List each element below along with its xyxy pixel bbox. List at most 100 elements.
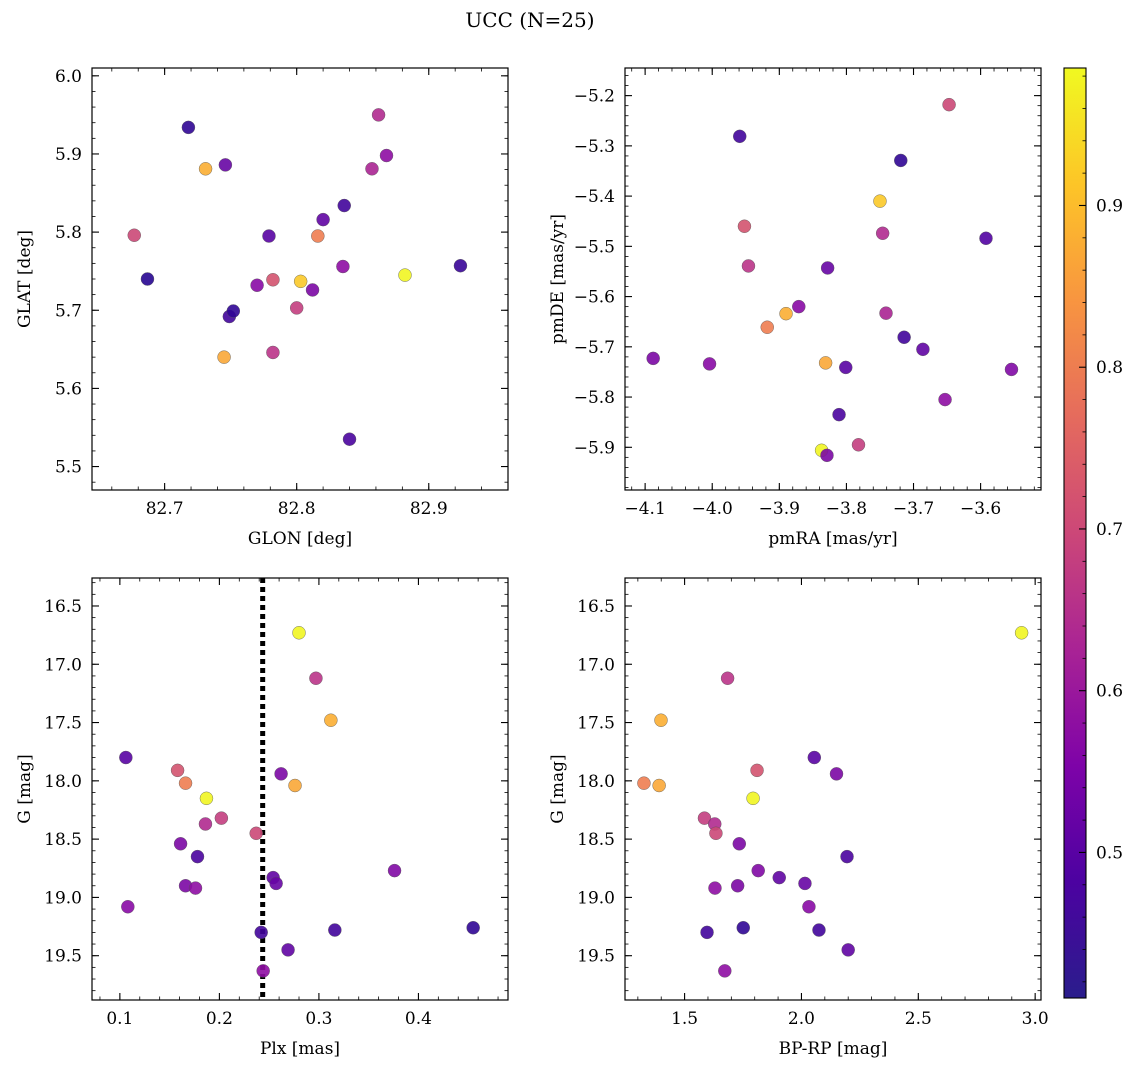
x-tick-label: 0.1 — [106, 1009, 133, 1029]
data-point — [807, 750, 822, 765]
y-tick-label: 19.0 — [577, 888, 615, 908]
panel-bprp-g: 1.5 2.0 2.5 3.0 16.5 17.0 17.5 18.0 18.5 19.0 19.5… — [548, 577, 1049, 1059]
data-point — [746, 791, 760, 806]
data-point — [266, 273, 280, 287]
x-tick-label: −3.7 — [893, 499, 934, 519]
plot-frame — [624, 67, 1042, 491]
colorbar-tick-label: 0.5 — [1096, 843, 1123, 863]
data-point — [250, 278, 264, 292]
y-tick-label: 19.5 — [577, 947, 615, 967]
x-tick-label: 2.5 — [905, 1009, 932, 1029]
y-tick-label: 5.7 — [55, 301, 82, 321]
y-tick-label: 5.8 — [55, 223, 82, 243]
data-point — [820, 448, 834, 463]
data-point — [262, 229, 276, 243]
data-point — [851, 438, 866, 452]
x-axis-label: GLON [deg] — [248, 529, 352, 549]
data-point — [188, 881, 203, 895]
colorbar-tick-label: 0.6 — [1096, 682, 1123, 702]
y-tick-label: 17.0 — [44, 655, 82, 675]
data-point — [311, 229, 325, 243]
y-tick-label: 5.9 — [55, 145, 82, 165]
data-point — [127, 228, 141, 242]
x-tick-label: 0.3 — [305, 1009, 332, 1029]
data-point — [652, 778, 666, 793]
y-tick-label: −5.8 — [574, 388, 615, 408]
data-point — [916, 342, 930, 357]
data-point — [772, 870, 786, 885]
data-point — [718, 964, 732, 978]
y-tick-label: 5.5 — [55, 458, 82, 478]
data-point — [832, 407, 846, 422]
data-point — [288, 778, 302, 793]
figure-title: UCC (N=25) — [465, 8, 594, 32]
data-point — [979, 231, 993, 246]
data-point — [269, 876, 283, 891]
data-point — [254, 925, 268, 940]
y-axis-label: GLAT [deg] — [15, 230, 35, 328]
data-point — [736, 921, 750, 935]
data-point — [942, 97, 956, 112]
data-point — [328, 923, 342, 937]
y-tick-label: 17.0 — [577, 655, 615, 675]
colorbar-tick-label: 0.9 — [1096, 196, 1123, 216]
data-point — [798, 876, 812, 891]
data-point — [741, 259, 756, 273]
x-axis-label: pmRA [mas/yr] — [768, 529, 897, 549]
data-point — [873, 194, 887, 208]
x-tick-label: −3.9 — [759, 499, 800, 519]
data-point — [293, 274, 308, 289]
data-point — [178, 776, 193, 790]
data-point — [453, 259, 468, 273]
data-point — [305, 283, 320, 297]
x-tick-label: 1.5 — [671, 1009, 698, 1029]
data-point — [1004, 362, 1019, 377]
y-tick-label: −5.7 — [574, 338, 615, 358]
x-axis-label: BP-RP [mag] — [779, 1039, 888, 1059]
data-point — [226, 304, 241, 318]
data-point — [256, 964, 270, 978]
x-tick-label: −4.0 — [692, 499, 733, 519]
y-axis-label: G [mag] — [15, 754, 35, 823]
data-point — [365, 162, 379, 176]
y-tick-label: 18.0 — [577, 772, 615, 792]
data-point — [1014, 626, 1029, 640]
y-tick-label: 16.5 — [44, 597, 82, 617]
y-tick-label: 17.5 — [44, 714, 82, 734]
data-point — [733, 129, 747, 144]
data-point — [737, 219, 752, 233]
y-axis-label: pmDE [mas/yr] — [548, 214, 568, 344]
data-point — [198, 817, 213, 831]
data-point — [654, 713, 668, 727]
plot-frame — [91, 577, 509, 1001]
data-point — [818, 356, 833, 370]
data-point — [839, 360, 853, 375]
y-tick-label: 6.0 — [55, 67, 82, 87]
x-tick-label: 2.0 — [788, 1009, 815, 1029]
y-tick-label: −5.5 — [574, 237, 615, 257]
data-point — [938, 392, 952, 407]
y-axis-label: G [mag] — [548, 754, 568, 823]
y-tick-label: −5.4 — [574, 187, 615, 207]
x-tick-label: 0.4 — [405, 1009, 432, 1029]
x-tick-label: 3.0 — [1022, 1009, 1049, 1029]
plot-frame — [624, 577, 1042, 1001]
data-point — [198, 162, 213, 176]
x-tick-label: 82.7 — [146, 499, 184, 519]
data-point — [274, 767, 288, 781]
y-tick-label: 16.5 — [577, 597, 615, 617]
y-tick-label: 18.5 — [44, 830, 82, 850]
data-point — [249, 826, 263, 840]
data-point — [337, 198, 351, 213]
y-tick-label: 17.5 — [577, 714, 615, 734]
data-point — [292, 626, 306, 640]
data-point — [760, 320, 774, 334]
colorbar-tick-label: 0.7 — [1096, 520, 1123, 540]
y-tick-label: −5.9 — [574, 438, 615, 458]
data-point — [324, 713, 338, 727]
data-point — [792, 299, 806, 314]
data-point — [802, 900, 816, 914]
x-tick-label: −3.8 — [826, 499, 867, 519]
y-tick-label: 18.0 — [44, 772, 82, 792]
